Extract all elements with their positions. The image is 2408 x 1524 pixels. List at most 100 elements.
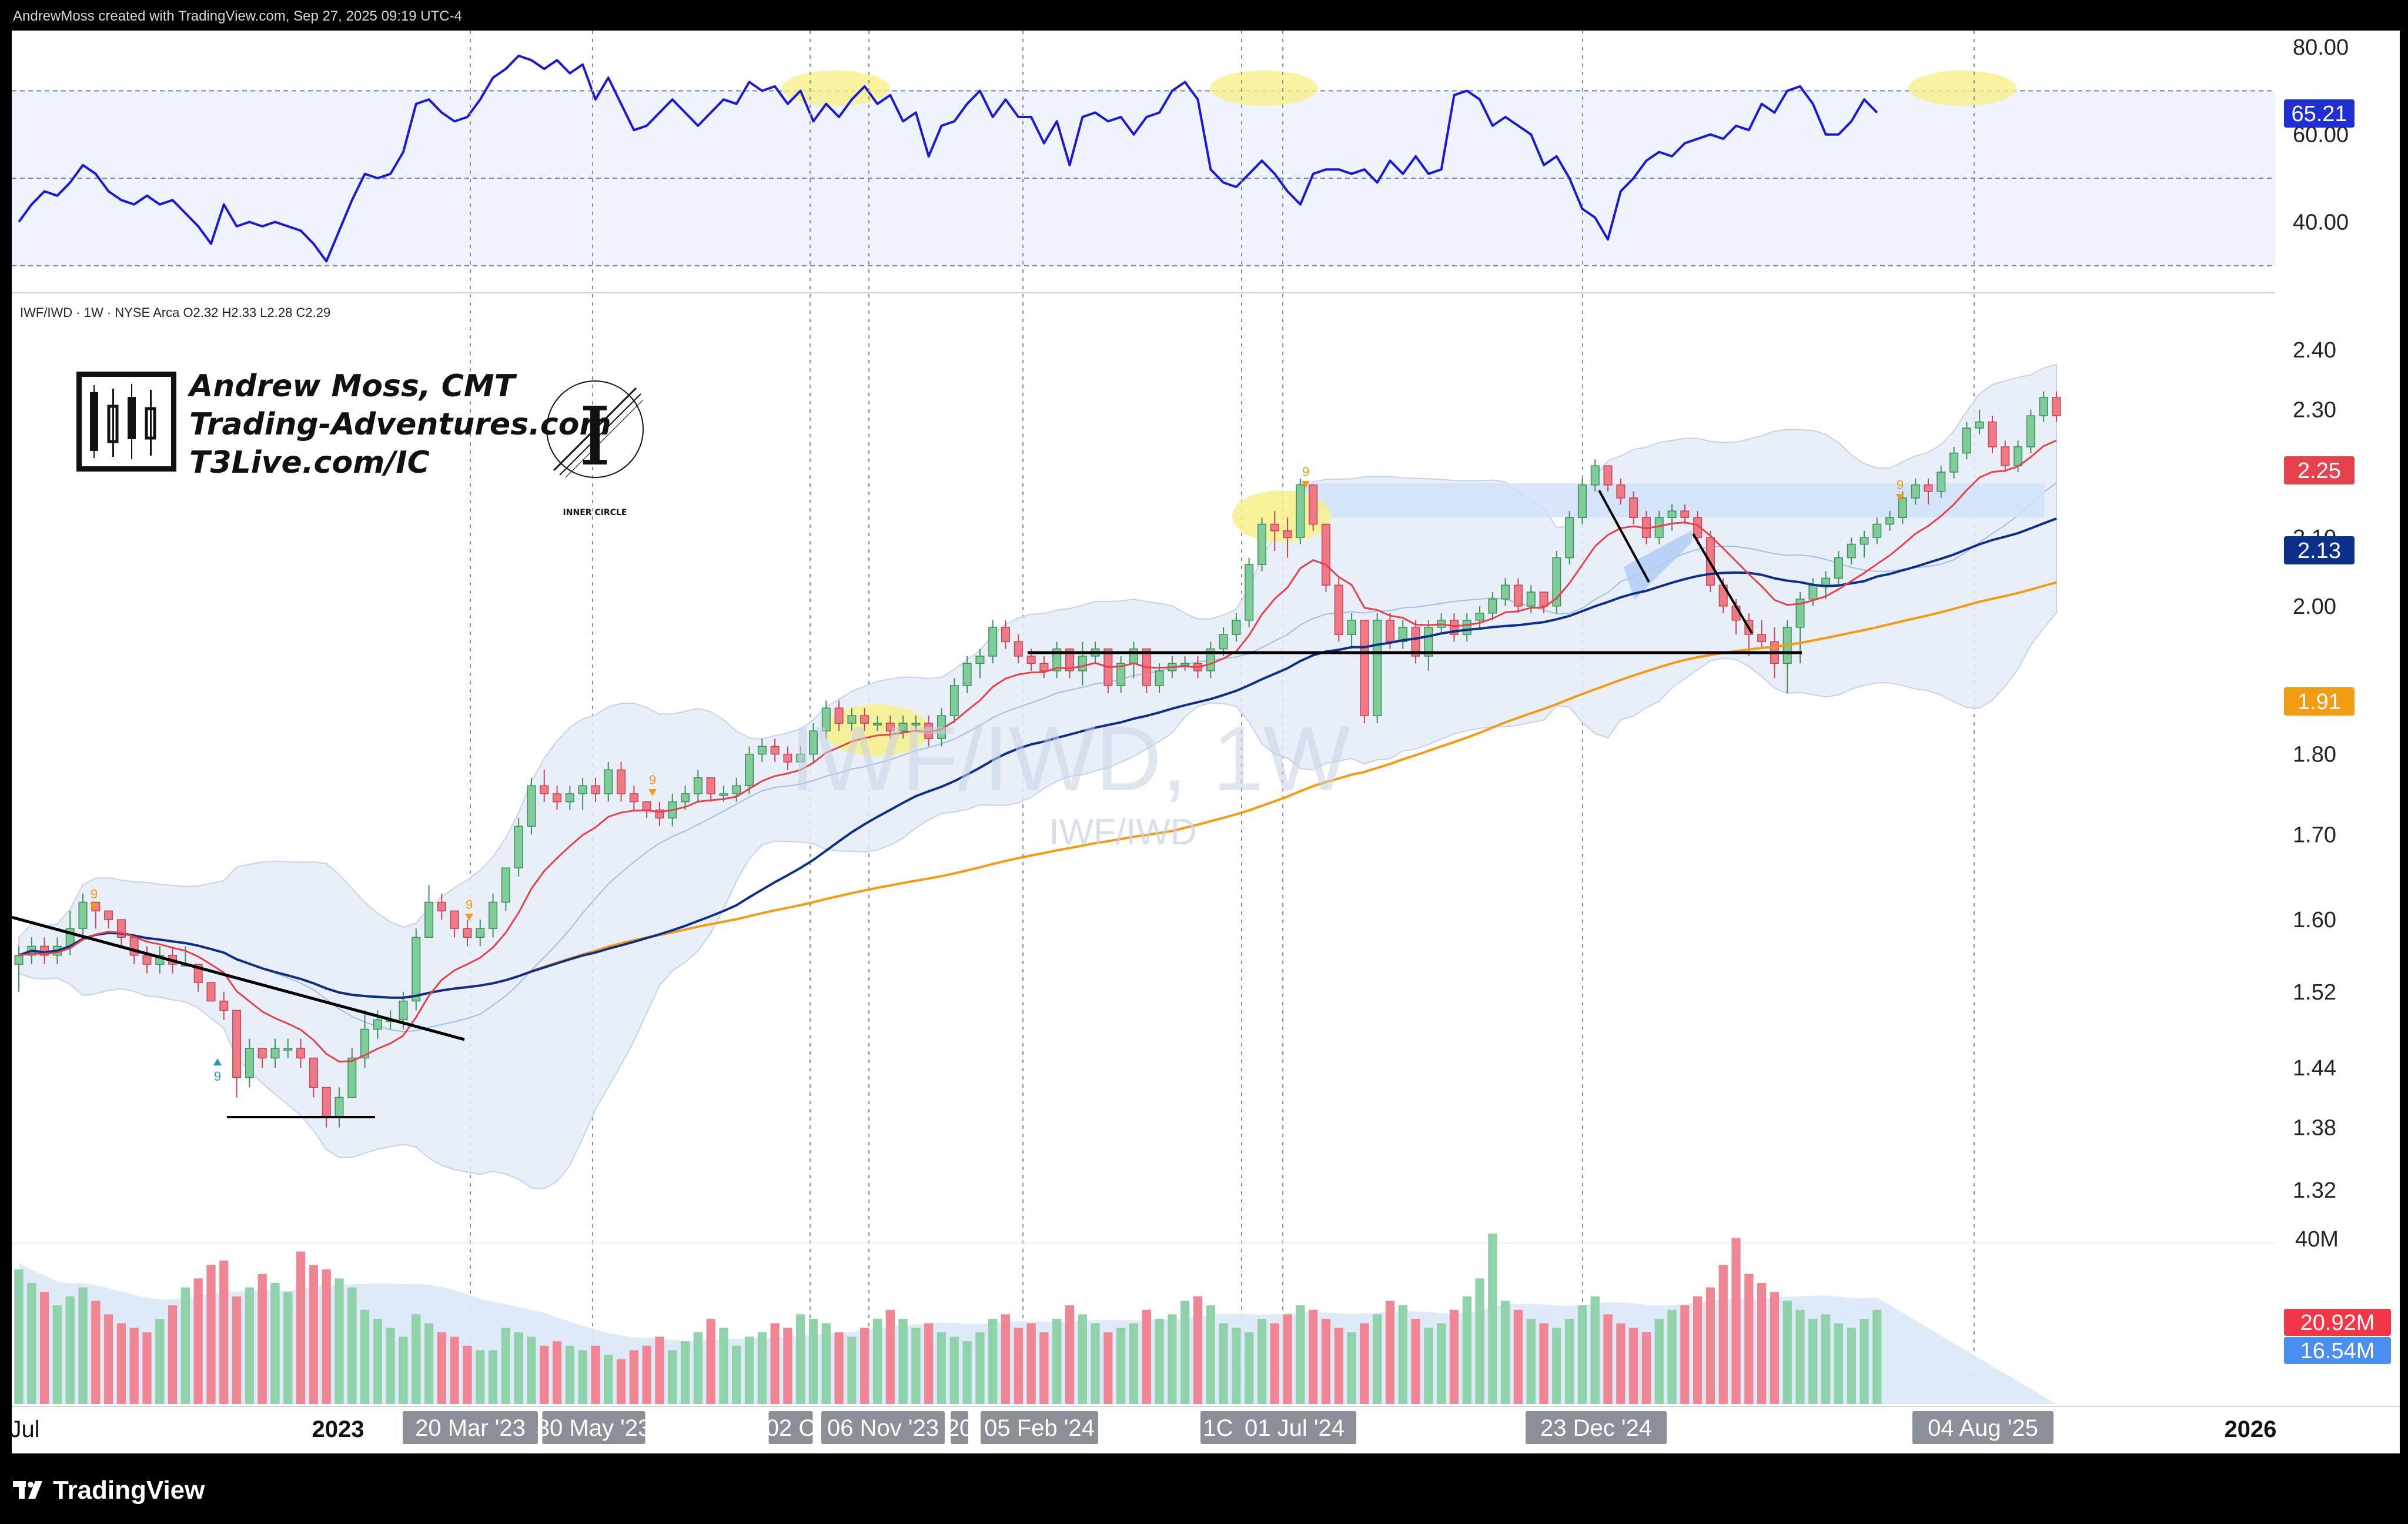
candle <box>1757 620 1767 649</box>
volume-bar <box>219 1260 229 1404</box>
candlestick-logo-icon <box>90 384 156 459</box>
time-badge-bg <box>1526 1411 1667 1444</box>
volume-bar <box>744 1336 754 1404</box>
candle <box>1859 530 1869 558</box>
candle <box>1513 578 1523 613</box>
volume-bar <box>1513 1309 1523 1404</box>
candle-body <box>104 910 113 920</box>
candle-body <box>527 785 536 827</box>
candle-body <box>1462 620 1471 635</box>
volume-bar <box>155 1319 165 1404</box>
volume-bar <box>527 1336 536 1404</box>
candle-body <box>347 1057 357 1098</box>
candle-body <box>1373 620 1382 716</box>
volume-bar <box>373 1319 382 1404</box>
brand-name: Andrew Moss, CMT <box>189 369 516 404</box>
candle-body <box>489 901 498 929</box>
volume-bar <box>1693 1296 1703 1404</box>
drawings: 9 9 9 9 9 9 <box>12 464 1904 1118</box>
time-badge-bg <box>821 1411 945 1444</box>
candle-body <box>206 982 216 1002</box>
volume-bar <box>924 1323 934 1404</box>
volume-bar <box>1616 1323 1626 1404</box>
time-axis[interactable]: Jul 2023 20 Mar '23 30 May '23 02 C 06 Nov '2… <box>12 1406 2400 1444</box>
candle <box>975 649 985 679</box>
candle-body <box>270 1048 280 1059</box>
candle <box>1834 551 1843 586</box>
volume-bar <box>616 1359 626 1404</box>
tradingview-logo[interactable]: TradingView <box>13 1470 205 1511</box>
price-badge: 2.25 <box>2297 459 2341 483</box>
candle-body <box>424 901 434 938</box>
candle-body <box>1360 620 1369 716</box>
candle <box>283 1038 293 1058</box>
candle-body <box>693 777 703 794</box>
volume-bar <box>1577 1305 1587 1404</box>
volume-bar <box>116 1323 126 1404</box>
candle-body <box>1898 497 1907 519</box>
candle <box>937 708 947 747</box>
rsi-pane <box>12 54 2400 293</box>
candle-body <box>14 954 24 965</box>
candle-body <box>1116 663 1126 686</box>
candle <box>1924 478 1933 504</box>
time-badge-bg <box>768 1411 813 1444</box>
candle-body <box>1155 670 1164 686</box>
candle <box>629 786 638 810</box>
candle-body <box>1232 620 1241 635</box>
volume-bar <box>347 1287 357 1404</box>
candle <box>2039 391 2048 422</box>
volume-bar <box>1667 1309 1677 1404</box>
volume-bar <box>975 1332 985 1404</box>
volume-bar <box>1373 1314 1382 1404</box>
volume-bar <box>1039 1332 1049 1404</box>
candle-body <box>245 1048 254 1078</box>
price-axis[interactable]: 40.0060.0080.001.321.381.441.521.601.701… <box>2275 31 2400 1453</box>
volume-bar <box>103 1314 113 1404</box>
ema-fast-line <box>18 439 2057 1063</box>
candle <box>1283 517 1292 558</box>
candle-body <box>732 785 741 794</box>
time-badge-label: 04 Aug '25 <box>1928 1415 2038 1441</box>
candle <box>1411 620 1420 664</box>
time-badge-bg <box>981 1411 1098 1444</box>
candle-body <box>437 901 446 912</box>
candle-body <box>257 1048 267 1059</box>
volume-bar <box>1488 1234 1497 1404</box>
candle-body <box>911 723 921 726</box>
candle <box>1949 446 1959 479</box>
time-badge-label: 06 Nov '23 <box>827 1415 939 1441</box>
candle <box>245 1038 254 1088</box>
bollinger-band <box>18 363 2057 1189</box>
candle-body <box>1078 656 1087 671</box>
volume-badge-bg <box>2284 1309 2391 1336</box>
volume-bar <box>257 1274 267 1404</box>
candle-body <box>1424 627 1433 657</box>
td-count-marker: 9 <box>213 1058 222 1084</box>
candle-body <box>821 707 831 731</box>
candle-body <box>1975 421 1984 429</box>
volume-bar <box>693 1332 703 1404</box>
time-badge-bg <box>1912 1411 2054 1444</box>
candle-body <box>885 723 895 731</box>
volume-bar <box>52 1305 62 1404</box>
candle-body <box>1795 599 1805 628</box>
candle <box>78 893 88 938</box>
volume-bar <box>437 1332 446 1404</box>
volume-bar <box>1219 1323 1228 1404</box>
inner-circle-label: INNER CIRCLE <box>563 508 627 517</box>
volume-bar <box>1437 1323 1446 1404</box>
candle-body <box>373 1019 382 1030</box>
candle-body <box>834 707 844 724</box>
time-badge-label: 02 C <box>766 1415 816 1441</box>
time-badge-label: 20 Mar '23 <box>415 1415 526 1441</box>
candle <box>898 716 908 739</box>
rsi-axis-tick: 40.00 <box>2293 210 2349 235</box>
volume-bar <box>129 1328 139 1404</box>
candle <box>219 991 229 1020</box>
volume-bar <box>1052 1319 1062 1404</box>
candle-body <box>1219 634 1228 650</box>
volume-bar <box>1296 1305 1305 1404</box>
